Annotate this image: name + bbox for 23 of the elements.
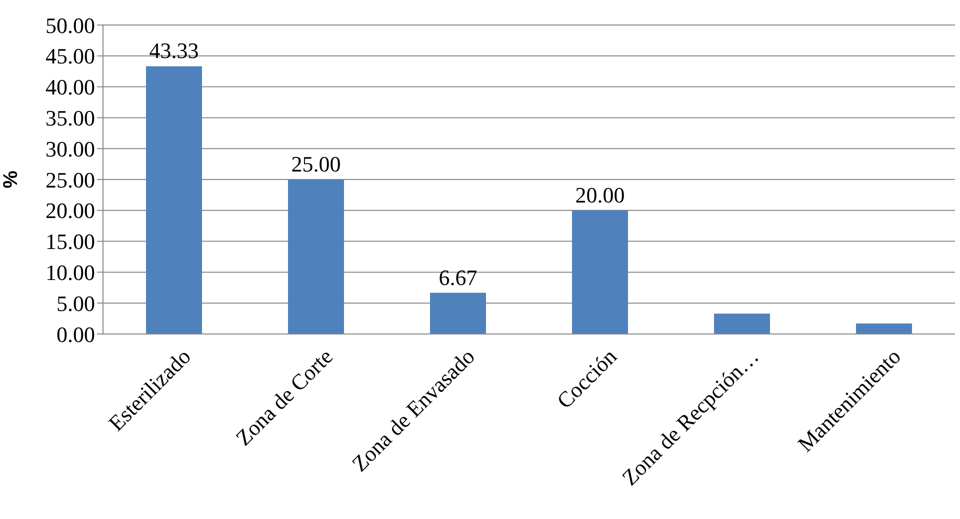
y-tick-label: 0.00 [56, 322, 95, 347]
y-tick-label: 25.00 [46, 167, 95, 192]
data-label: 25.00 [291, 152, 341, 176]
y-tick-label: 10.00 [46, 260, 95, 286]
x-tick-label: Zona de Corte [230, 344, 338, 450]
bar [572, 210, 628, 334]
y-tick-label: 30.00 [46, 136, 95, 162]
data-label: 43.33 [149, 38, 199, 64]
y-tick-label: 35.00 [46, 106, 95, 131]
bar [714, 314, 770, 334]
y-tick-label: 20.00 [46, 198, 95, 224]
y-tick-label: 45.00 [46, 44, 95, 69]
y-tick-label: 5.00 [56, 290, 95, 316]
data-label: 20.00 [575, 182, 625, 208]
bar [146, 66, 202, 334]
bar [288, 180, 344, 334]
data-label: 6.67 [438, 264, 478, 290]
y-axis-title: % [0, 170, 22, 188]
y-tick-label: 15.00 [46, 229, 95, 254]
bar [856, 323, 912, 334]
y-tick-label: 50.00 [46, 12, 95, 38]
y-tick-label: 40.00 [46, 74, 95, 100]
bar [430, 292, 486, 334]
